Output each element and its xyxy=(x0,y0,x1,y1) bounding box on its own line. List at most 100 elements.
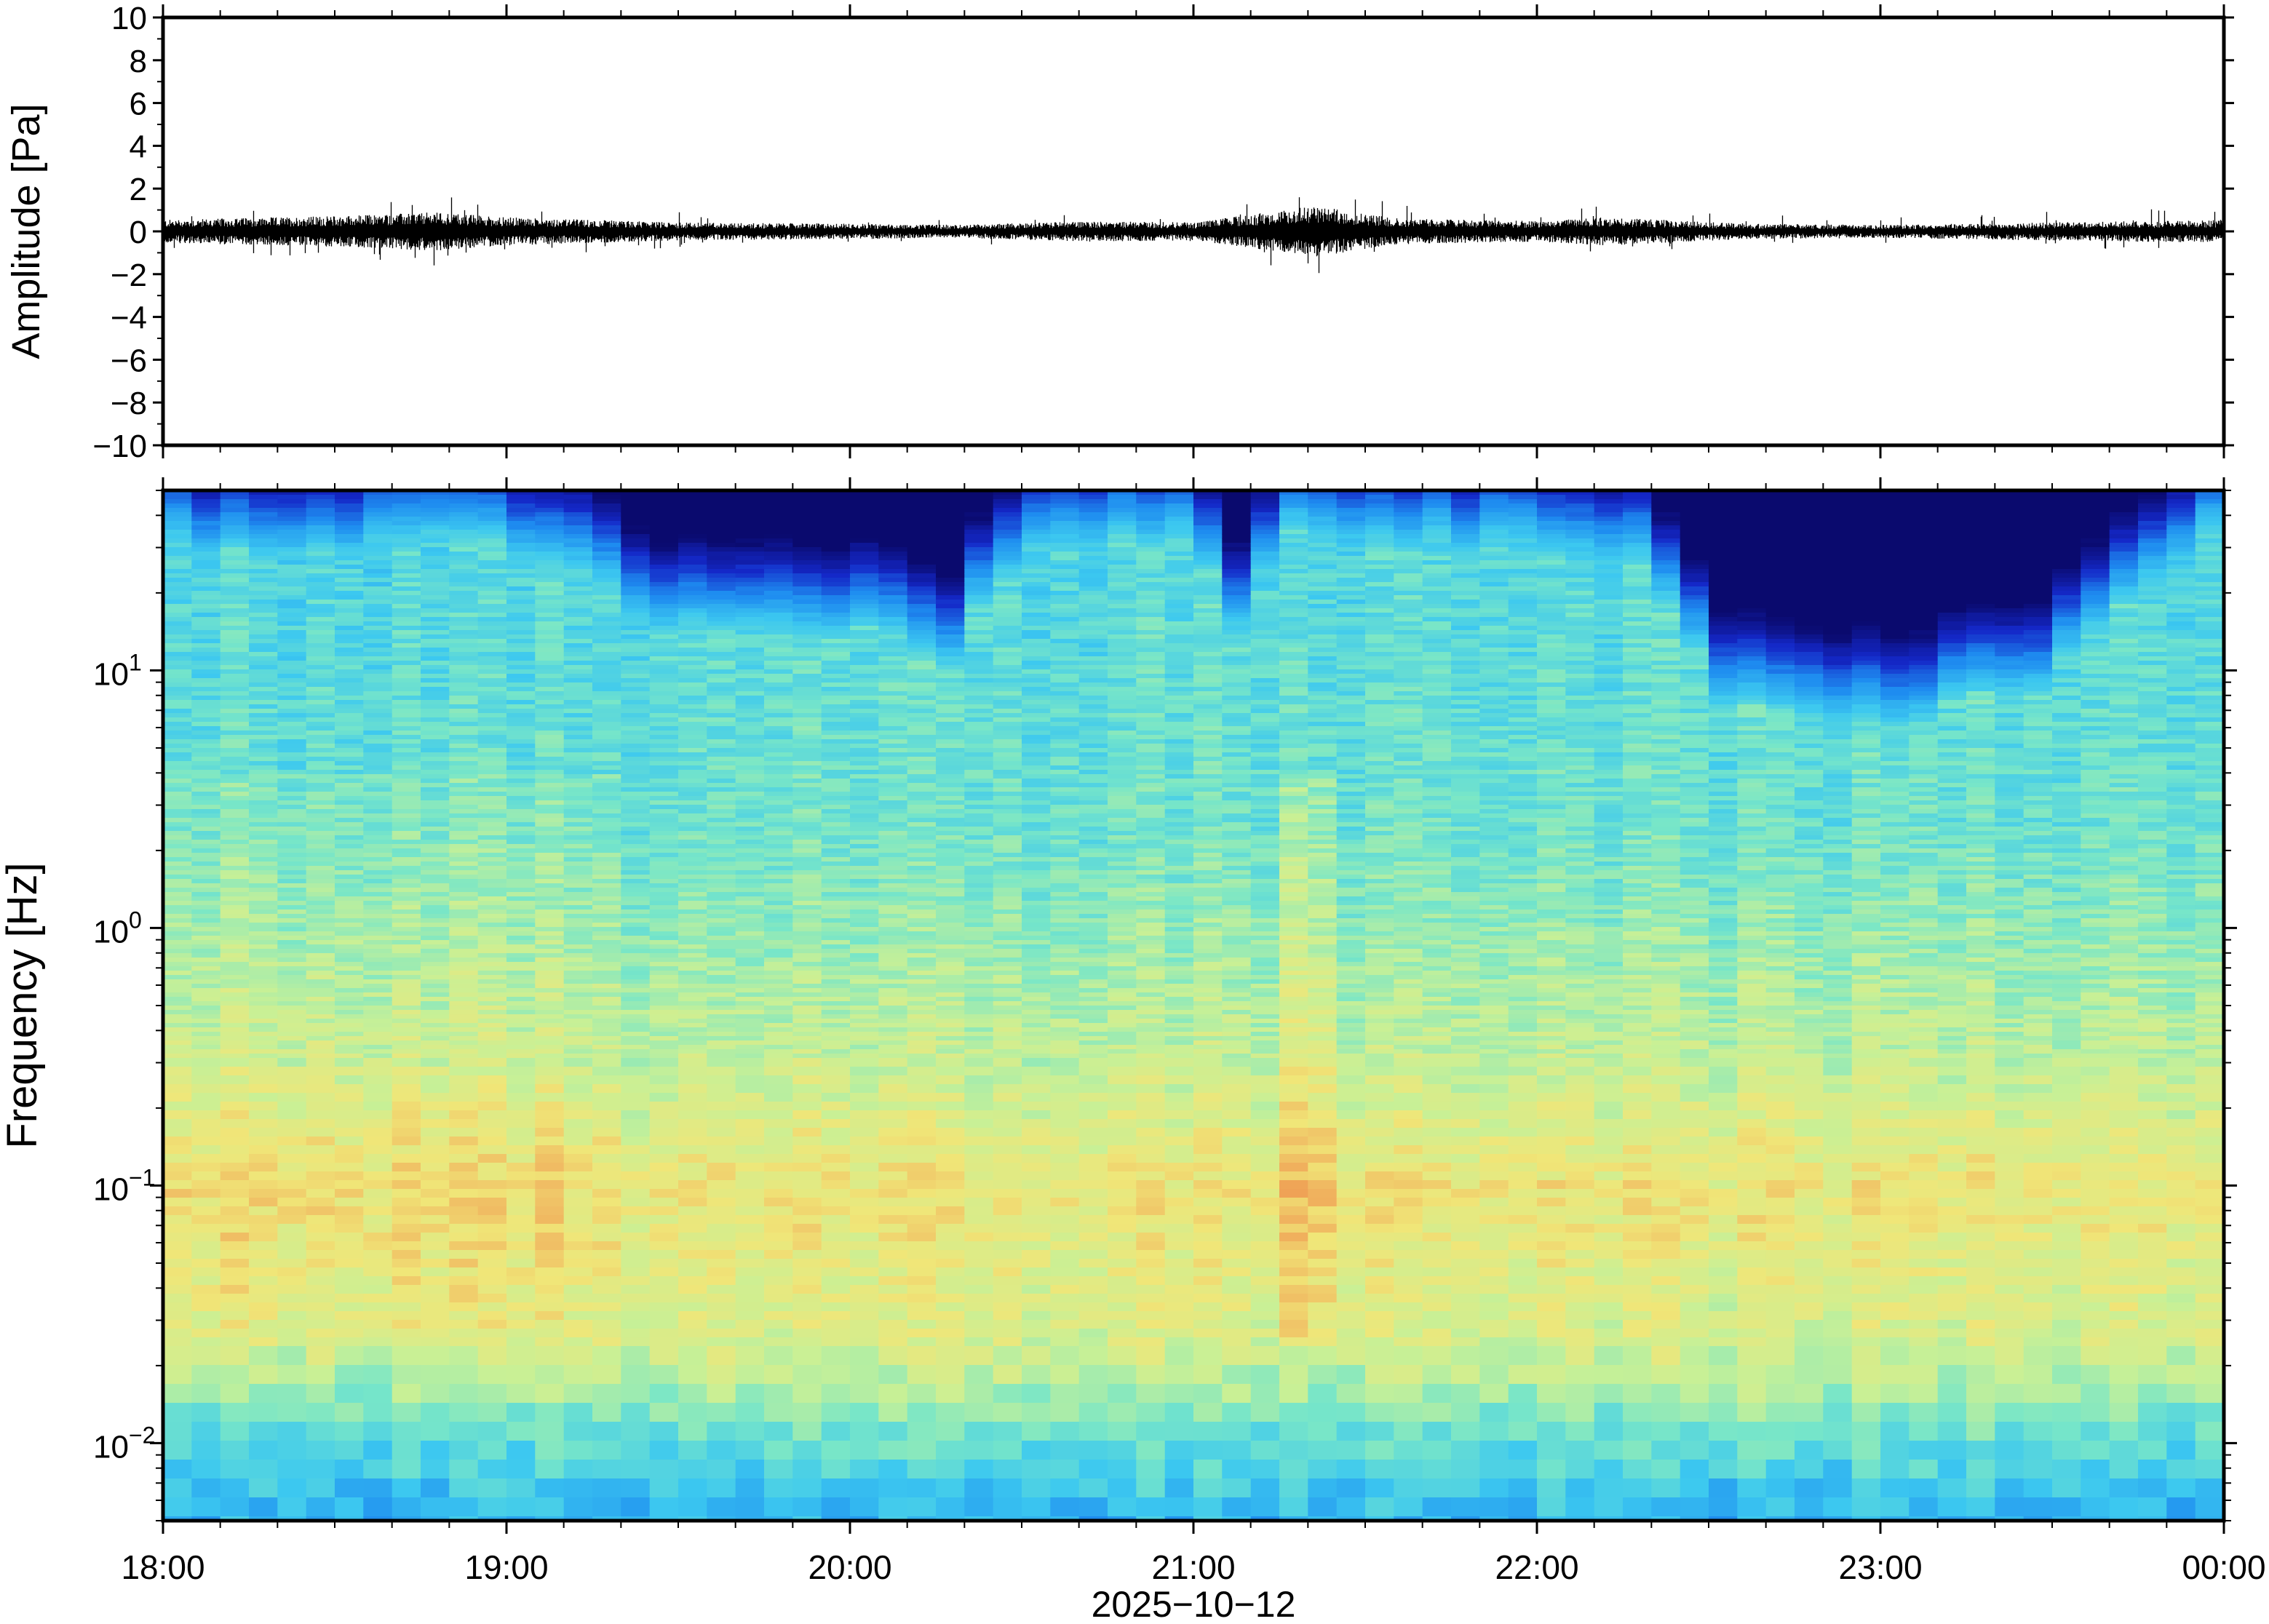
spectrogram-cell xyxy=(792,691,822,696)
spectrogram-cell xyxy=(277,1058,307,1067)
spectrogram-cell xyxy=(535,1403,565,1422)
spectrogram-cell xyxy=(163,966,193,971)
spectrogram-cell xyxy=(592,796,622,801)
spectrogram-cell xyxy=(220,997,250,1002)
spectrogram-cell xyxy=(764,687,794,692)
spectrogram-cell xyxy=(821,779,851,784)
spectrogram-cell xyxy=(563,1259,593,1268)
spectrogram-cell xyxy=(306,691,335,696)
spectrogram-cell xyxy=(277,1320,307,1329)
spectrogram-cell xyxy=(592,652,622,657)
spectrogram-cell xyxy=(821,1233,851,1242)
spectrogram-cell xyxy=(621,1233,651,1242)
spectrogram-cell xyxy=(821,530,851,535)
spectrogram-cell xyxy=(249,1241,279,1251)
spectrogram-cell xyxy=(449,888,479,893)
spectrogram-cell xyxy=(764,918,794,923)
spectrogram-cell xyxy=(735,988,765,993)
spectrogram-cell xyxy=(821,918,851,923)
spectrogram-cell xyxy=(392,1215,421,1225)
spectrogram-cell xyxy=(363,1019,393,1024)
spectrogram-cell xyxy=(592,634,622,640)
spectrogram-cell xyxy=(363,700,393,705)
spectrogram-cell xyxy=(421,997,450,1002)
spectrogram-cell xyxy=(363,992,393,998)
spectrogram-cell xyxy=(563,940,593,945)
spectrogram-cell xyxy=(249,1346,279,1366)
spectrogram-cell xyxy=(449,543,479,548)
spectrogram-cell xyxy=(678,940,708,945)
spectrogram-cell xyxy=(535,1206,565,1216)
spectrogram-cell xyxy=(764,1441,794,1460)
spectrogram-cell xyxy=(878,892,908,897)
spectrogram-cell xyxy=(421,770,450,775)
spectrogram-cell xyxy=(306,495,335,500)
spectrogram-cell xyxy=(563,984,593,989)
spectrogram-cell xyxy=(735,600,765,605)
spectrogram-cell xyxy=(392,896,421,901)
spectrogram-cell xyxy=(506,905,536,910)
spectrogram-cell xyxy=(878,1163,908,1172)
spectrogram-cell xyxy=(335,626,365,631)
spectrogram-cell xyxy=(764,652,794,657)
spectrogram-cell xyxy=(850,630,880,635)
spectrogram-cell xyxy=(363,1497,393,1517)
spectrogram-cell xyxy=(306,1010,335,1015)
spectrogram-cell xyxy=(421,1276,450,1286)
spectrogram-cell xyxy=(563,682,593,688)
spectrogram-cell xyxy=(449,648,479,653)
spectrogram-cell xyxy=(191,779,221,784)
spectrogram-cell xyxy=(335,1285,365,1294)
spectrogram-cell xyxy=(249,490,279,495)
spectrogram-cell xyxy=(735,1145,765,1155)
spectrogram-cell xyxy=(477,848,507,853)
spectrogram-cell xyxy=(563,1019,593,1024)
spectrogram-cell xyxy=(449,735,479,740)
spectrogram-cell xyxy=(306,1422,335,1441)
spectrogram-cell xyxy=(707,639,736,644)
spectrogram-cell xyxy=(764,1259,794,1268)
spectrogram-cell xyxy=(506,591,536,596)
spectrogram-cell xyxy=(878,582,908,587)
spectrogram-cell xyxy=(764,1384,794,1404)
spectrogram-cell xyxy=(907,700,937,705)
spectrogram-cell xyxy=(850,866,880,871)
spectrogram-cell xyxy=(449,1180,479,1190)
spectrogram-cell xyxy=(249,796,279,801)
spectrogram-cell xyxy=(506,1302,536,1312)
spectrogram-cell xyxy=(249,735,279,740)
spectrogram-cell xyxy=(936,953,966,958)
spectrogram-cell xyxy=(449,813,479,819)
spectrogram-cell xyxy=(792,940,822,945)
spectrogram-cell xyxy=(477,1014,507,1019)
spectrogram-cell xyxy=(649,569,679,574)
spectrogram-cell xyxy=(678,953,708,958)
spectrogram-cell xyxy=(506,901,536,906)
spectrogram-cell xyxy=(220,1110,250,1120)
spectrogram-cell xyxy=(449,490,479,495)
spectrogram-cell xyxy=(850,748,880,753)
spectrogram-cell xyxy=(678,827,708,832)
spectrogram-cell xyxy=(964,525,994,530)
spectrogram-cell xyxy=(506,700,536,705)
spectrogram-cell xyxy=(821,521,851,526)
spectrogram-cell xyxy=(335,827,365,832)
spectrogram-cell xyxy=(191,1128,221,1137)
spectrogram-cell xyxy=(506,560,536,565)
spectrogram-cell xyxy=(277,1180,307,1190)
spectrogram-cell xyxy=(821,744,851,749)
spectrogram-cell xyxy=(449,936,479,941)
spectrogram-cell xyxy=(220,604,250,609)
spectrogram-cell xyxy=(421,971,450,976)
spectrogram-cell xyxy=(535,905,565,910)
spectrogram-cell xyxy=(907,979,937,984)
spectrogram-cell xyxy=(535,704,565,709)
spectrogram-cell xyxy=(592,1137,622,1146)
spectrogram-cell xyxy=(878,870,908,875)
spectrogram-cell xyxy=(907,1075,937,1085)
spectrogram-cell xyxy=(821,578,851,583)
spectrogram-cell xyxy=(506,949,536,954)
spectrogram-cell xyxy=(392,739,421,744)
spectrogram-cell xyxy=(649,1497,679,1517)
spectrogram-cell xyxy=(335,822,365,827)
